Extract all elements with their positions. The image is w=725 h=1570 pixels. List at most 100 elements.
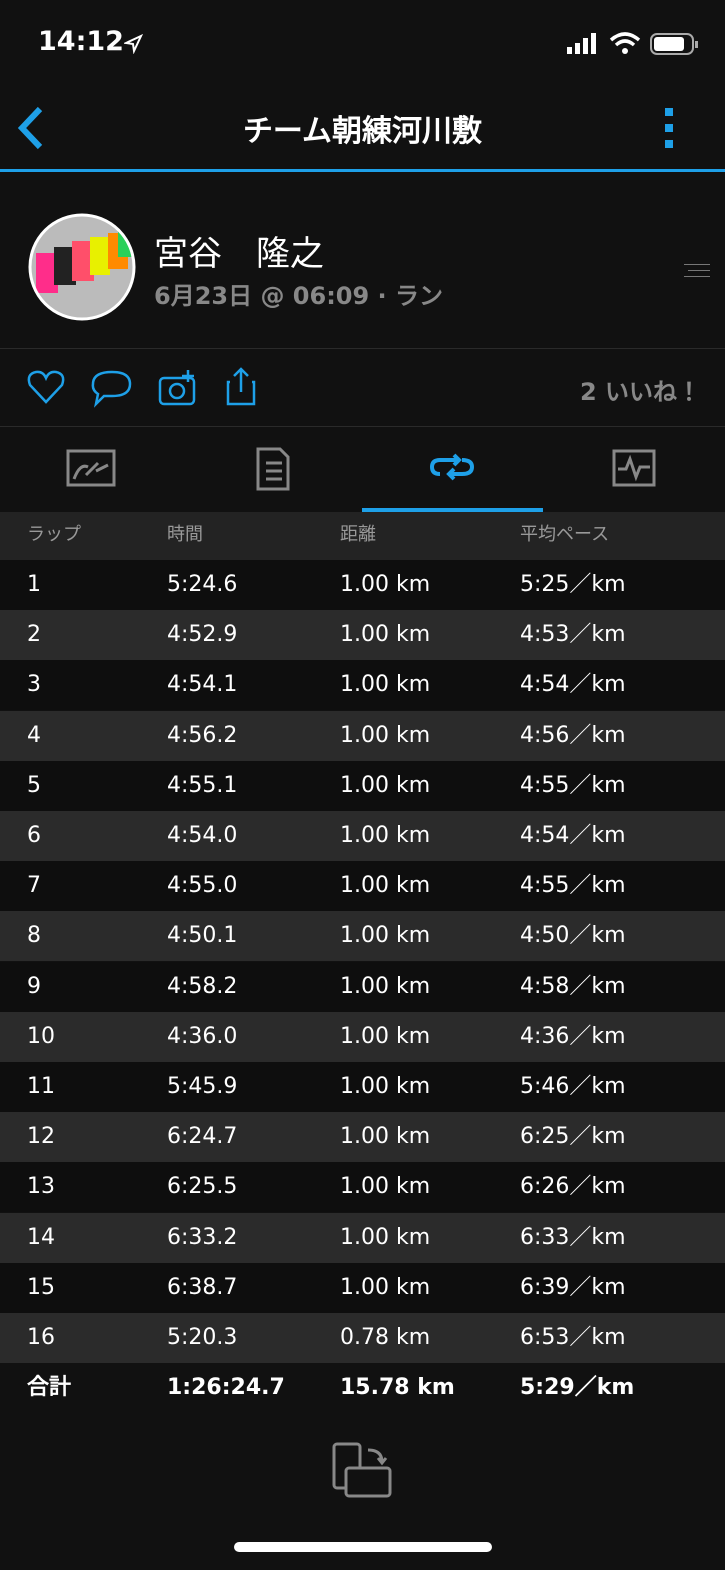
lap-cell: 9 bbox=[27, 973, 41, 999]
location-icon bbox=[124, 34, 144, 54]
lap-cell: 1.00 km bbox=[340, 572, 431, 597]
lap-cell: 1.00 km bbox=[340, 672, 431, 698]
lap-cell: 6 bbox=[27, 823, 41, 848]
lap-row: 13 6:25.5 1.00 km 6:26／km bbox=[0, 1162, 725, 1213]
lap-cell: 4:55.0 bbox=[167, 873, 238, 899]
lap-cell: 4:55.1 bbox=[167, 772, 238, 798]
lap-cell: 1.00 km bbox=[340, 772, 431, 798]
action-icons[interactable] bbox=[26, 366, 266, 408]
lap-cell: 8 bbox=[27, 923, 41, 949]
lap-cell: 12 bbox=[27, 1124, 55, 1150]
lap-row: 5 4:55.1 1.00 km 4:55／km bbox=[0, 760, 725, 811]
lap-row: 8 4:50.1 1.00 km 4:50／km bbox=[0, 911, 725, 962]
table-header: ラップ 時間 距離 平均ペース bbox=[0, 512, 725, 560]
lap-cell: 5:20.3 bbox=[167, 1325, 238, 1350]
lap-cell: 4:50／km bbox=[520, 923, 626, 949]
lap-cell: 6:33.2 bbox=[167, 1224, 238, 1250]
lap-cell: 4:54／km bbox=[520, 672, 626, 698]
lap-cell: 6:53／km bbox=[520, 1325, 626, 1350]
status-icons bbox=[567, 32, 698, 55]
lap-cell: 4:36／km bbox=[520, 1023, 626, 1049]
lap-cell: 4:54.0 bbox=[167, 823, 238, 848]
lap-cell: 6:26／km bbox=[520, 1174, 626, 1200]
drag-handle bbox=[684, 264, 710, 277]
lap-cell: 6:25／km bbox=[520, 1124, 626, 1150]
lap-row: 11 5:45.9 1.00 km 5:46／km bbox=[0, 1062, 725, 1112]
lap-row: 1 5:24.6 1.00 km 5:25／km bbox=[0, 560, 725, 610]
lap-cell: 13 bbox=[27, 1174, 55, 1200]
lap-cell: 4:55／km bbox=[520, 873, 626, 899]
lap-row: 12 6:24.7 1.00 km 6:25／km bbox=[0, 1112, 725, 1163]
lap-cell: 5:45.9 bbox=[167, 1074, 238, 1099]
lap-row: 10 4:36.0 1.00 km 4:36／km bbox=[0, 1011, 725, 1062]
user-name: 宮谷 隆之 bbox=[154, 234, 324, 274]
total-cell: 合計 bbox=[27, 1375, 72, 1401]
lap-cell: 4:50.1 bbox=[167, 923, 238, 949]
lap-cell: 6:25.5 bbox=[167, 1174, 238, 1200]
lap-cell: 5:46／km bbox=[520, 1074, 626, 1099]
avatar[interactable] bbox=[28, 213, 136, 321]
lap-cell: 6:38.7 bbox=[167, 1274, 238, 1300]
lap-row: 14 6:33.2 1.00 km 6:33／km bbox=[0, 1212, 725, 1263]
lap-cell: 5:25／km bbox=[520, 572, 626, 597]
lap-cell: 1.00 km bbox=[340, 1274, 431, 1300]
lap-row: 15 6:38.7 1.00 km 6:39／km bbox=[0, 1262, 725, 1313]
lap-cell: 1.00 km bbox=[340, 973, 431, 999]
lap-row: 6 4:54.0 1.00 km 4:54／km bbox=[0, 811, 725, 861]
lap-cell: 14 bbox=[27, 1224, 55, 1250]
lap-cell: 1.00 km bbox=[340, 1124, 431, 1150]
back-button[interactable] bbox=[14, 105, 48, 151]
total-cell: 1:26:24.7 bbox=[167, 1375, 285, 1401]
column-header: 平均ペース bbox=[520, 524, 610, 545]
lap-cell: 4:54.1 bbox=[167, 672, 238, 698]
lap-row: 9 4:58.2 1.00 km 4:58／km bbox=[0, 961, 725, 1012]
lap-cell: 1.00 km bbox=[340, 873, 431, 899]
lap-cell: 15 bbox=[27, 1274, 55, 1300]
lap-cell: 2 bbox=[27, 622, 41, 648]
lap-cell: 10 bbox=[27, 1023, 55, 1049]
column-header: 距離 bbox=[340, 524, 376, 545]
lap-cell: 4:52.9 bbox=[167, 622, 238, 648]
lap-cell: 4:54／km bbox=[520, 823, 626, 848]
lap-row: 7 4:55.0 1.00 km 4:55／km bbox=[0, 861, 725, 912]
lap-cell: 1 bbox=[27, 572, 41, 597]
lap-cell: 7 bbox=[27, 873, 41, 899]
total-cell: 15.78 km bbox=[340, 1375, 455, 1401]
lap-cell: 0.78 km bbox=[340, 1325, 431, 1350]
page-title: チーム朝練河川敷 bbox=[242, 114, 483, 149]
lap-cell: 1.00 km bbox=[340, 923, 431, 949]
total-row: 合計 1:26:24.7 15.78 km 5:29／km bbox=[0, 1363, 725, 1414]
like-count[interactable]: 2 いいね！ bbox=[579, 378, 701, 406]
lap-cell: 3 bbox=[27, 672, 41, 698]
more-button[interactable] bbox=[660, 106, 680, 150]
lap-cell: 6:39／km bbox=[520, 1274, 626, 1300]
tab-bar[interactable] bbox=[0, 427, 725, 513]
lap-row: 2 4:52.9 1.00 km 4:53／km bbox=[0, 610, 725, 661]
lap-row: 3 4:54.1 1.00 km 4:54／km bbox=[0, 660, 725, 711]
divider bbox=[0, 426, 725, 427]
lap-cell: 1.00 km bbox=[340, 1174, 431, 1200]
status-time: 14:12 bbox=[38, 26, 124, 57]
lap-cell: 4:56.2 bbox=[167, 722, 238, 748]
lap-row: 16 5:20.3 0.78 km 6:53／km bbox=[0, 1313, 725, 1363]
lap-cell: 1.00 km bbox=[340, 722, 431, 748]
lap-cell: 5 bbox=[27, 772, 41, 798]
rotate-icon[interactable] bbox=[330, 1442, 396, 1500]
total-cell: 5:29／km bbox=[520, 1375, 635, 1401]
header-divider bbox=[0, 169, 725, 172]
lap-cell: 4 bbox=[27, 722, 41, 748]
divider bbox=[0, 348, 725, 349]
lap-cell: 1.00 km bbox=[340, 823, 431, 848]
activity-meta: 6月23日 @ 06:09 · ラン bbox=[154, 282, 444, 310]
lap-cell: 4:55／km bbox=[520, 772, 626, 798]
lap-cell: 4:56／km bbox=[520, 722, 626, 748]
lap-cell: 4:36.0 bbox=[167, 1023, 238, 1049]
home-indicator bbox=[234, 1542, 492, 1552]
lap-table: ラップ 時間 距離 平均ペース 1 5:24.6 1.00 km 5:25／km 2 4:52.9… bbox=[0, 512, 725, 1414]
column-header: 時間 bbox=[167, 524, 203, 545]
lap-row: 4 4:56.2 1.00 km 4:56／km bbox=[0, 710, 725, 761]
lap-cell: 16 bbox=[27, 1325, 55, 1350]
lap-cell: 1.00 km bbox=[340, 1023, 431, 1049]
lap-cell: 4:58／km bbox=[520, 973, 626, 999]
